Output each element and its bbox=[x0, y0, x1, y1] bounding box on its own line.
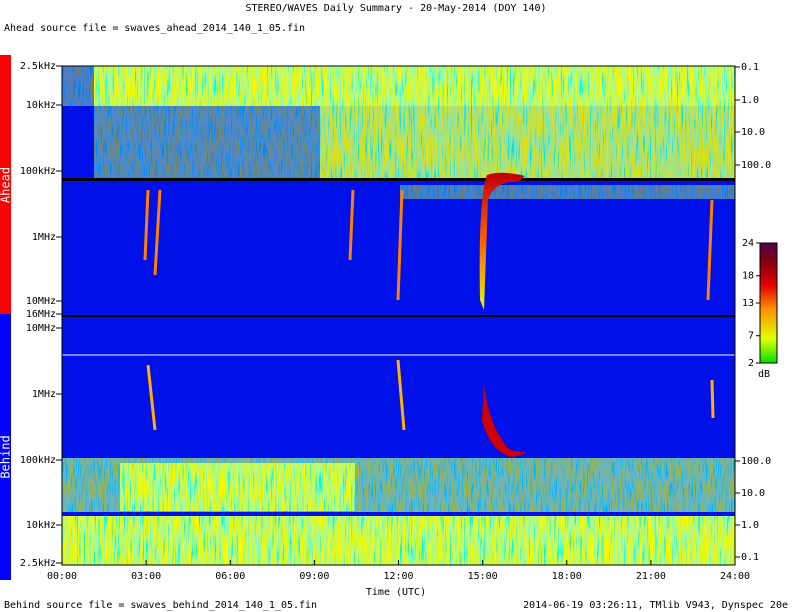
spectrogram bbox=[62, 66, 735, 565]
x-tick-label: 00:00 bbox=[47, 571, 77, 582]
ahead-file: Ahead source file = swaves_ahead_2014_14… bbox=[4, 23, 305, 34]
left-tick-label: 10kHz bbox=[26, 520, 56, 531]
left-tick-label: 100kHz bbox=[20, 166, 56, 177]
left-tick-label: 10MHz bbox=[26, 323, 56, 334]
colorbar-unit: dB bbox=[758, 369, 770, 380]
behind-label: Behind bbox=[0, 435, 13, 478]
left-tick-label: 2.5kHz bbox=[20, 558, 56, 569]
ahead-bar bbox=[0, 55, 11, 314]
right-tick-label: 100.0 bbox=[741, 160, 771, 171]
right-tick-label: 1.0 bbox=[741, 95, 759, 106]
credit: 2014-06-19 03:26:11, TMlib V943, Dynspec… bbox=[523, 600, 788, 611]
x-tick-label: 06:00 bbox=[215, 571, 245, 582]
x-tick-label: 12:00 bbox=[383, 571, 413, 582]
x-tick-label: 18:00 bbox=[552, 571, 582, 582]
left-tick-label: 16MHz bbox=[26, 309, 56, 320]
x-tick-label: 03:00 bbox=[131, 571, 161, 582]
x-axis-label: Time (UTC) bbox=[366, 587, 426, 598]
x-tick-label: 09:00 bbox=[299, 571, 329, 582]
colorbar-tick-label: 24 bbox=[742, 238, 754, 249]
behind-file: Behind source file = swaves_behind_2014_… bbox=[4, 600, 317, 611]
left-tick-label: 1MHz bbox=[32, 232, 56, 243]
x-tick-label: 21:00 bbox=[636, 571, 666, 582]
right-tick-label: 10.0 bbox=[741, 127, 765, 138]
title: STEREO/WAVES Daily Summary - 20-May-2014… bbox=[245, 3, 546, 14]
right-tick-label: 0.1 bbox=[741, 62, 759, 73]
left-tick-label: 10kHz bbox=[26, 100, 56, 111]
ahead-label: Ahead bbox=[0, 167, 13, 203]
behind-bar bbox=[0, 314, 11, 580]
colorbar-tick-label: 18 bbox=[742, 271, 754, 282]
right-tick-label: 1.0 bbox=[741, 520, 759, 531]
right-tick-label: 100.0 bbox=[741, 456, 771, 467]
left-tick-label: 100kHz bbox=[20, 455, 56, 466]
left-tick-label: 1MHz bbox=[32, 389, 56, 400]
left-tick-label: 2.5kHz bbox=[20, 61, 56, 72]
right-tick-label: 0.1 bbox=[741, 552, 759, 563]
colorbar-tick-label: 13 bbox=[742, 298, 754, 309]
x-tick-label: 24:00 bbox=[720, 571, 750, 582]
left-tick-label: 10MHz bbox=[26, 296, 56, 307]
colorbar bbox=[759, 242, 778, 364]
x-tick-label: 15:00 bbox=[468, 571, 498, 582]
right-tick-label: 10.0 bbox=[741, 488, 765, 499]
colorbar-tick-label: 7 bbox=[748, 331, 754, 342]
colorbar-tick-label: 2 bbox=[748, 358, 754, 369]
